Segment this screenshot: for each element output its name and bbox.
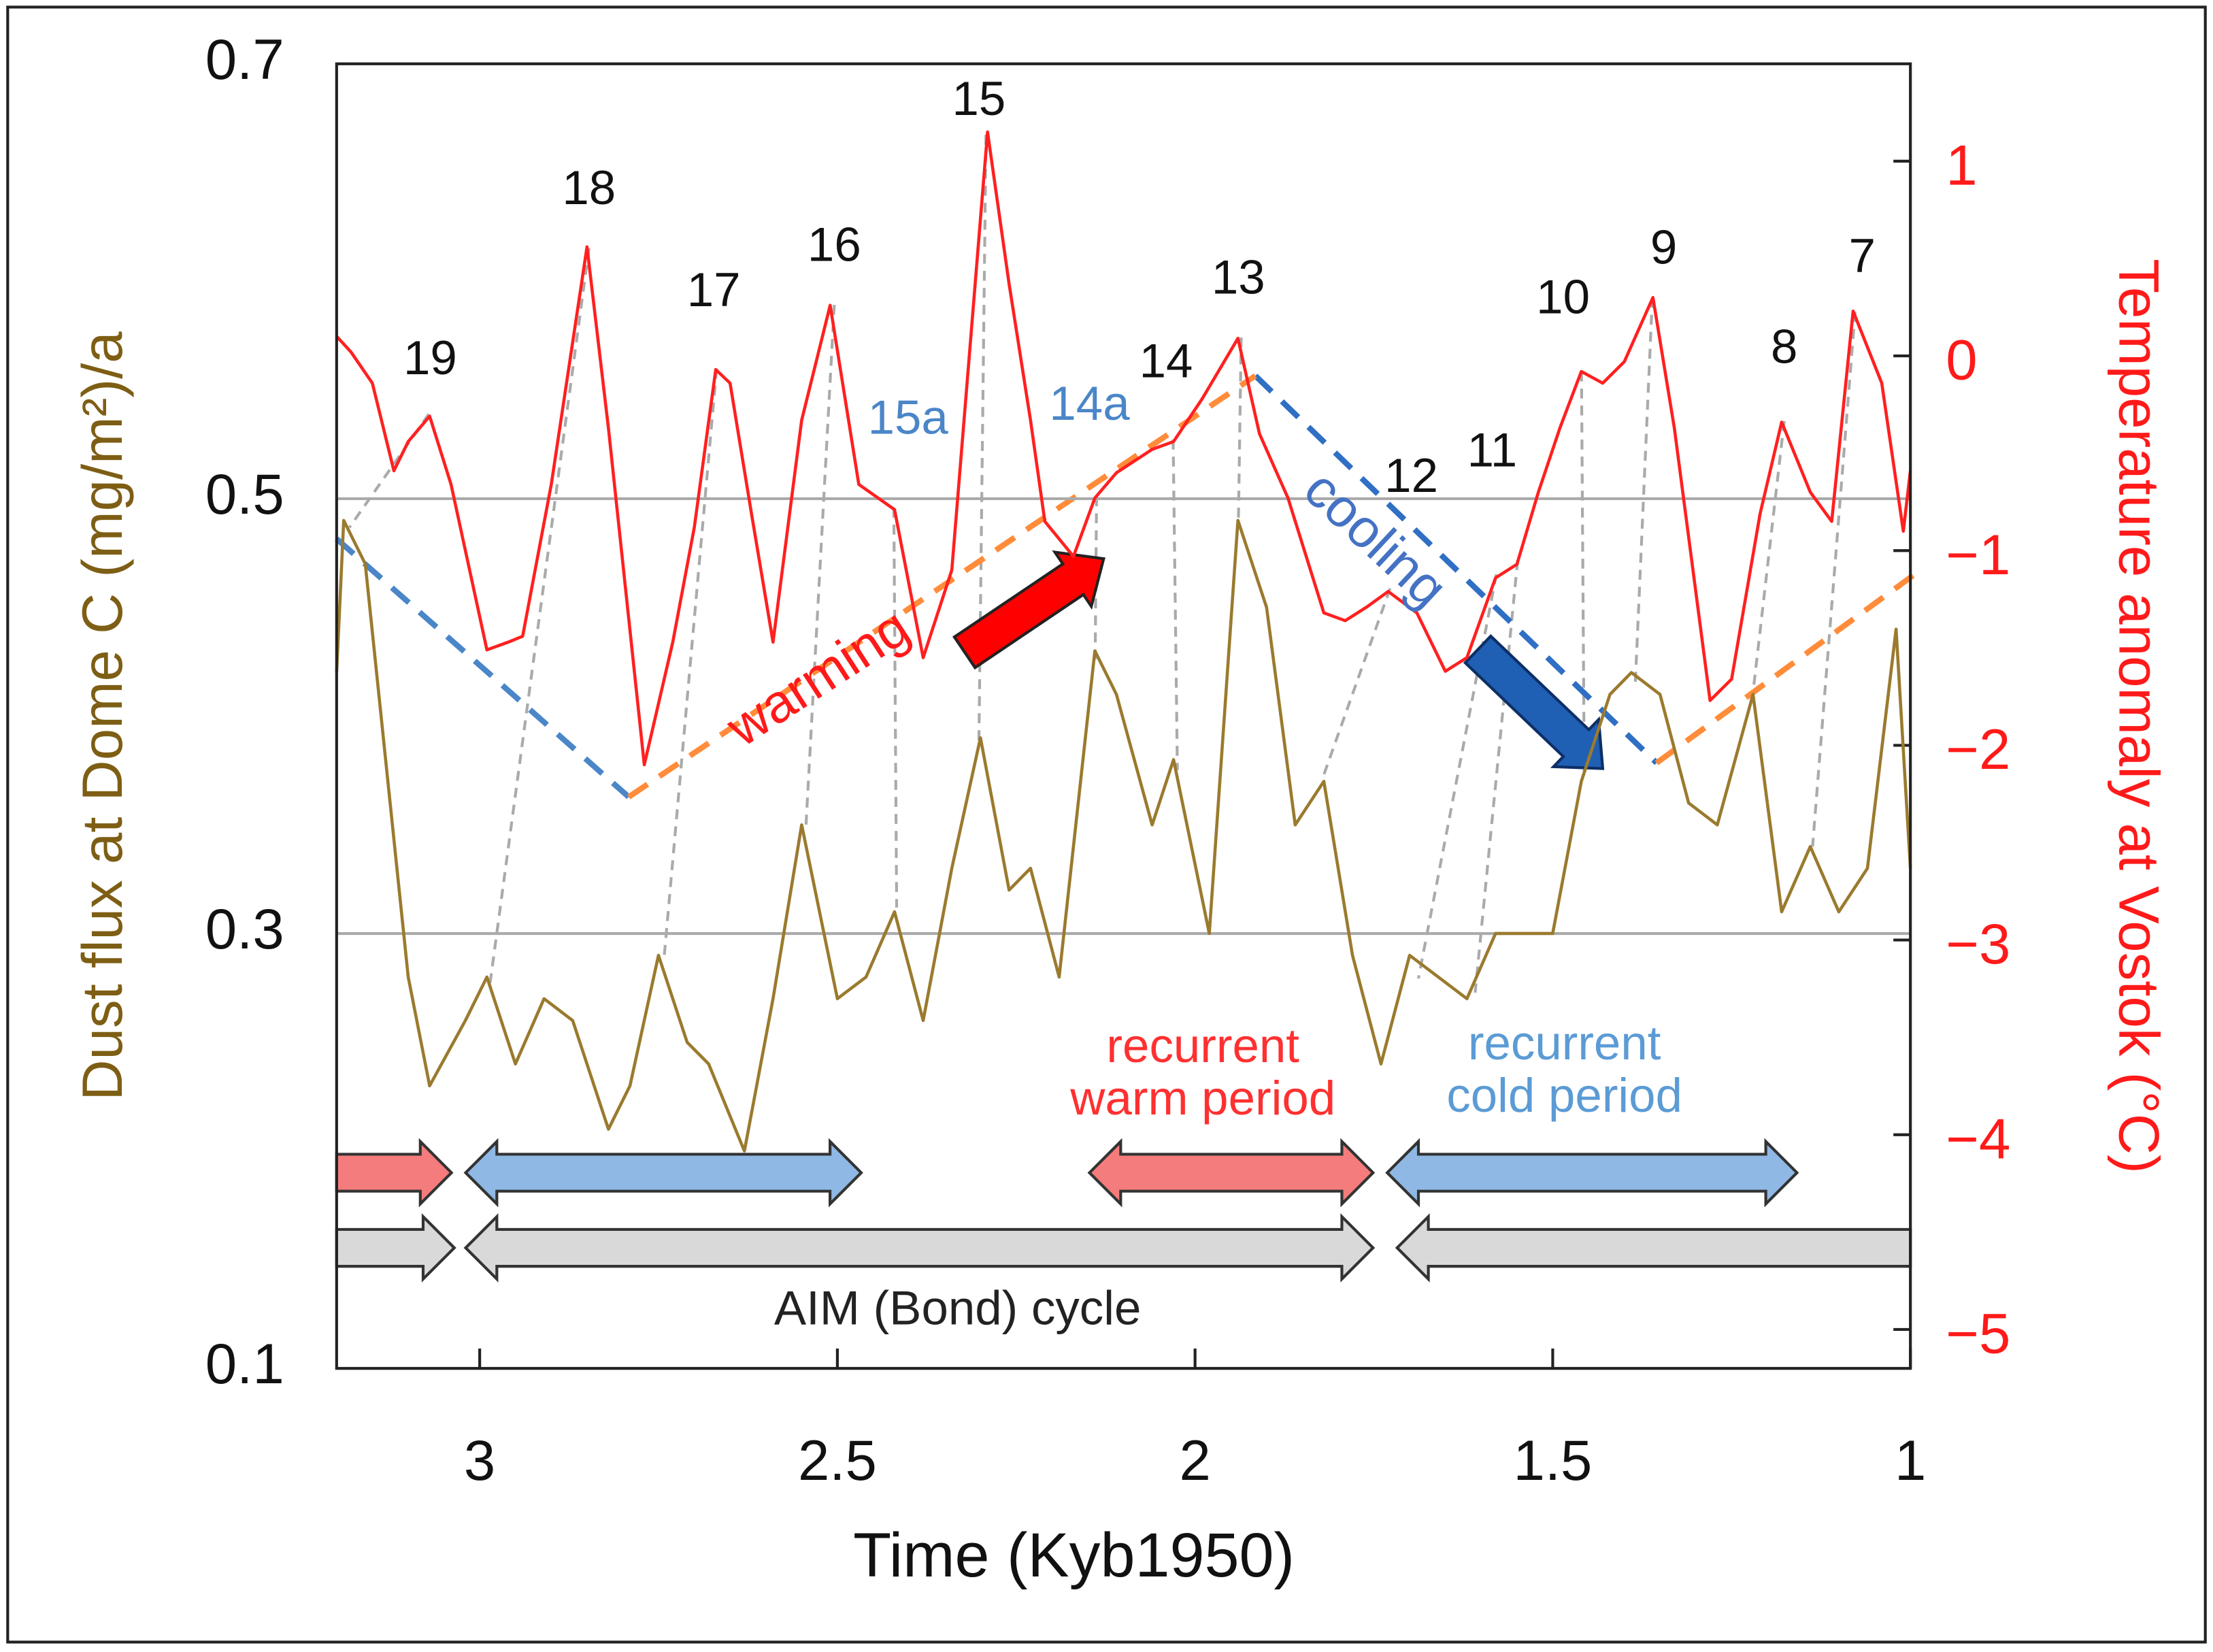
peak-label: 7 [1849, 229, 1876, 283]
annotation-line [1416, 574, 1498, 979]
y2-tick-label: −1 [1946, 523, 2010, 587]
peak-label: 14 [1139, 334, 1193, 388]
x-axis-title: Time (Kyb1950) [853, 1521, 1295, 1590]
annotation-line [1171, 440, 1179, 770]
period-arrow [335, 1213, 456, 1283]
period-arrow [463, 1138, 863, 1208]
peak-label: 13 [1212, 250, 1265, 304]
trend-arrow [952, 550, 1105, 670]
peak-label: 19 [403, 331, 457, 385]
y2-axis-title: Temperature anomaly at Vostok (°C) [2107, 259, 2170, 1174]
y2-tick-label: −4 [1946, 1107, 2010, 1170]
y2-tick-label: −2 [1946, 718, 2010, 781]
x-tick-label: 2 [1179, 1429, 1210, 1492]
y2-tick-label: 1 [1946, 133, 1977, 197]
annotation-line [1633, 297, 1654, 682]
annotation-line [335, 536, 631, 799]
x-tick-label: 1.5 [1513, 1429, 1592, 1492]
peak-label: 9 [1650, 221, 1677, 275]
annotation-line [1474, 560, 1519, 993]
y2-tick-label: −5 [1946, 1302, 2010, 1365]
y-tick-label: 0.3 [205, 897, 284, 961]
x-tick-label: 1 [1895, 1429, 1926, 1492]
annotation-line [1811, 312, 1857, 847]
y-tick-label: 0.1 [205, 1332, 284, 1395]
y2-tick-label: 0 [1946, 329, 1977, 392]
data-line [335, 130, 1912, 767]
peak-label: 10 [1536, 271, 1590, 325]
peak-label: 8 [1771, 320, 1797, 374]
annotation-line [1750, 420, 1786, 706]
annotation-shapes [335, 134, 1916, 1283]
y-axis-title: Dust flux at Dome C (mg/m²)/a [71, 331, 134, 1101]
peak-label: 14a [1049, 377, 1130, 431]
peak-label: 17 [687, 263, 741, 317]
x-tick-label: 2.5 [798, 1429, 877, 1492]
peak-label: 15 [952, 72, 1006, 126]
warm-period-label: recurrent [1106, 1019, 1299, 1073]
y-tick-label: 0.5 [205, 463, 284, 526]
x-tick-label: 3 [464, 1429, 495, 1492]
peak-label: 11 [1467, 424, 1518, 478]
data-line [335, 518, 1912, 1153]
cycle-label: AIM (Bond) cycle [774, 1282, 1141, 1336]
cold-period-label: recurrent [1468, 1017, 1661, 1070]
annotation-line [488, 248, 590, 986]
period-arrow [1385, 1138, 1799, 1208]
period-arrow [335, 1138, 454, 1208]
annotation-line [1654, 572, 1916, 765]
annotation-line [1580, 371, 1586, 780]
annotation-line [1237, 337, 1243, 525]
peak-label: 12 [1384, 449, 1438, 503]
period-arrow [1087, 1138, 1376, 1208]
annotation-line [804, 304, 836, 827]
plot-border [335, 62, 1912, 1370]
peak-label: 16 [808, 218, 861, 271]
annotation-line [663, 368, 718, 957]
trend-arrow [1463, 633, 1605, 770]
y2-tick-label: −3 [1946, 912, 2010, 976]
annotation-line [1253, 374, 1659, 765]
peak-label: 18 [562, 161, 616, 215]
annotation-line [627, 373, 1257, 799]
cold-period-label: cold period [1446, 1069, 1682, 1123]
period-arrow [463, 1213, 1376, 1283]
peak-label: 15a [868, 391, 949, 445]
y-tick-label: 0.7 [205, 28, 284, 91]
warm-period-label: warm period [1069, 1072, 1335, 1125]
